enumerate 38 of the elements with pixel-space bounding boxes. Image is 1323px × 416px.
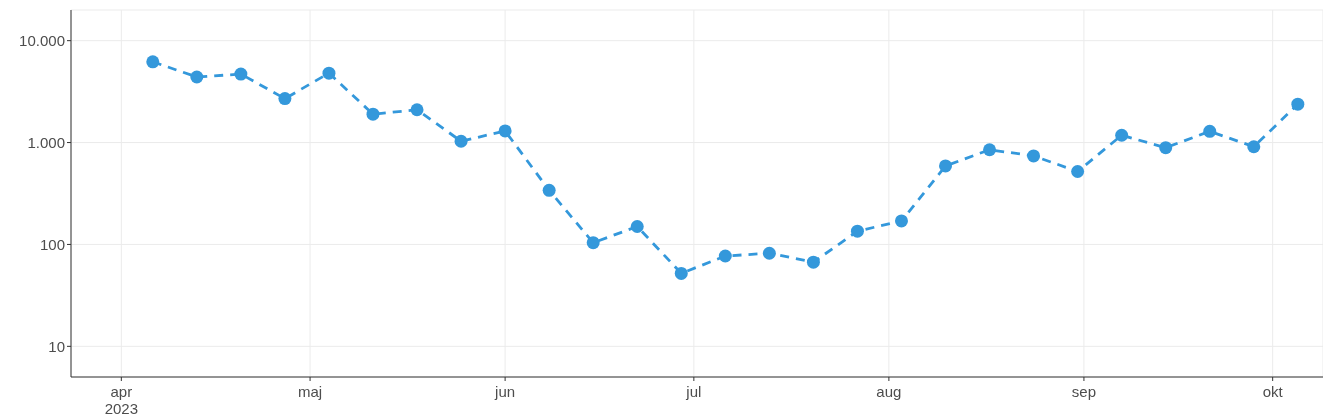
point — [1247, 140, 1261, 154]
point — [586, 236, 600, 250]
point — [762, 246, 776, 260]
point — [278, 92, 292, 106]
point — [1291, 97, 1305, 111]
point — [498, 124, 512, 138]
point — [850, 224, 864, 238]
point — [894, 214, 908, 228]
point — [1071, 164, 1085, 178]
x-tick-label: aug — [876, 383, 902, 400]
point — [366, 107, 380, 121]
point — [146, 55, 160, 69]
point — [806, 255, 820, 269]
point — [1115, 128, 1129, 142]
y-tick-label: 1.000 — [27, 133, 65, 151]
x-tick-label: jul — [685, 383, 702, 400]
point — [983, 143, 997, 157]
x-tick-label: okt — [1262, 383, 1284, 400]
point — [630, 220, 644, 233]
y-tick-label: 100 — [39, 235, 65, 253]
x-tick-label: apr 2023 — [104, 383, 139, 416]
y-tick-label: 10 — [48, 337, 65, 355]
point — [454, 134, 468, 148]
point — [718, 249, 732, 263]
point — [234, 67, 248, 81]
point — [542, 183, 556, 197]
point — [1203, 124, 1217, 138]
x-tick-label: sep — [1071, 383, 1097, 400]
point — [190, 70, 204, 84]
x-tick-label: maj — [297, 383, 323, 400]
point — [322, 66, 336, 80]
x-tick-label: jun — [494, 383, 516, 400]
y-tick-label: 10.000 — [19, 32, 65, 49]
point — [1159, 141, 1173, 155]
point — [674, 266, 688, 280]
point — [410, 103, 424, 117]
point — [939, 159, 953, 173]
point — [1027, 149, 1041, 163]
